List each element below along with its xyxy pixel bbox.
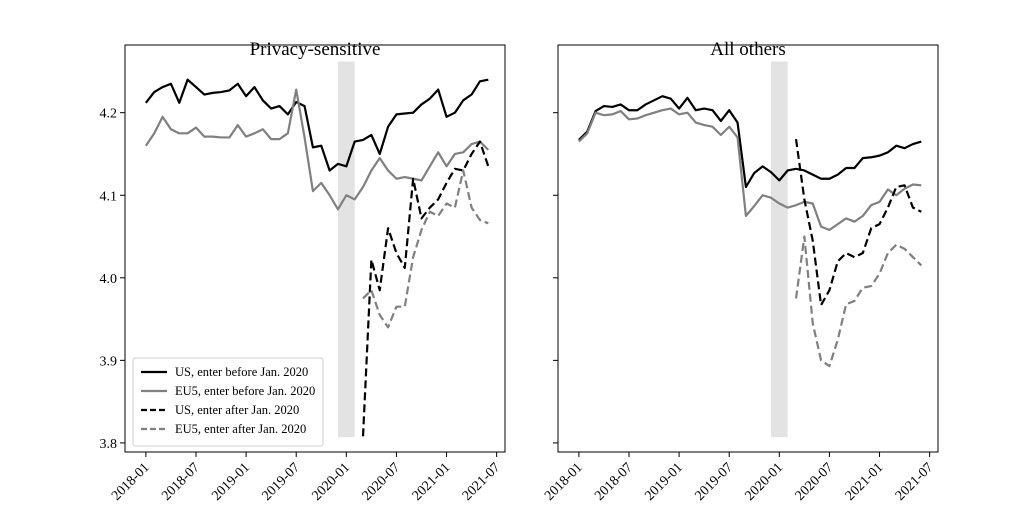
x-tick-label: 2021-01 [843, 460, 887, 504]
x-tick-label: 2020-07 [793, 460, 837, 504]
legend-label: EU5, enter before Jan. 2020 [175, 384, 315, 398]
x-tick-label: 2019-01 [642, 460, 686, 504]
legend-box [132, 357, 324, 447]
x-tick-label: 2018-07 [592, 460, 636, 504]
series-line [578, 107, 922, 232]
series-line [578, 95, 922, 189]
x-tick-label: 2021-07 [893, 460, 937, 504]
legend-label: US, enter before Jan. 2020 [175, 365, 308, 379]
x-tick-label: 2018-07 [159, 460, 203, 504]
chart-title: All others [710, 39, 785, 60]
y-tick-label: 4.2 [100, 107, 118, 122]
legend-label: EU5, enter after Jan. 2020 [175, 422, 306, 436]
x-tick-label: 2020-07 [360, 460, 404, 504]
shaded-period [337, 61, 355, 438]
y-tick-label: 4.0 [100, 272, 118, 287]
legend-label: US, enter after Jan. 2020 [175, 403, 299, 417]
series-line [144, 88, 490, 211]
series-line [794, 235, 923, 368]
shaded-period [770, 61, 788, 438]
x-tick-label: 2018-01 [542, 460, 586, 504]
series-line [361, 140, 490, 437]
y-tick-label: 3.8 [100, 437, 118, 452]
x-tick-label: 2020-01 [743, 460, 787, 504]
series-line [145, 78, 489, 172]
x-tick-label: 2019-07 [259, 460, 303, 504]
plot-frame [124, 44, 506, 453]
chart-title: Privacy-sensitive [250, 39, 381, 60]
series-line [794, 138, 922, 307]
x-tick-label: 2021-07 [460, 460, 504, 504]
y-tick-label: 4.1 [100, 189, 118, 204]
plot-frame [557, 44, 939, 453]
y-tick-label: 3.9 [100, 354, 118, 369]
x-tick-label: 2020-01 [310, 460, 354, 504]
x-tick-label: 2018-01 [109, 460, 153, 504]
x-tick-label: 2021-01 [410, 460, 454, 504]
x-tick-label: 2019-07 [692, 460, 736, 504]
x-tick-label: 2019-01 [209, 460, 253, 504]
series-line [362, 169, 489, 329]
